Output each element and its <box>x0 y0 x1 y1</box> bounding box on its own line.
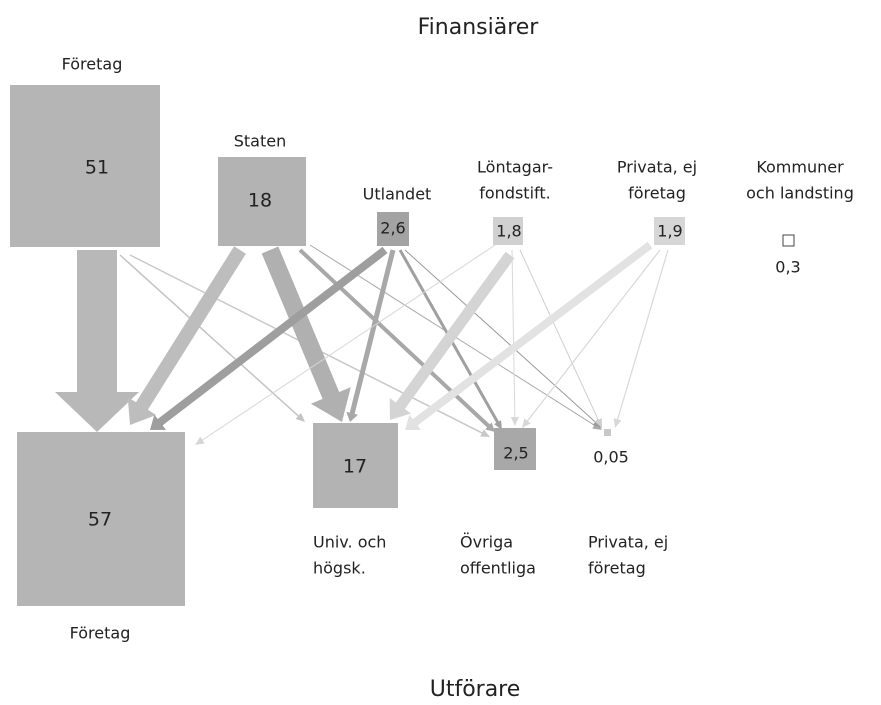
node-label: fondstift. <box>479 184 550 203</box>
performer-box <box>494 428 536 470</box>
flow-arrow <box>404 249 602 428</box>
flow-arrow <box>298 248 495 432</box>
flow-arrow <box>510 249 519 426</box>
flow-arrow <box>613 249 669 428</box>
node-label: företag <box>588 559 646 578</box>
node-label: Privata, ej <box>588 533 668 552</box>
node-value: 0,05 <box>593 448 629 467</box>
node-value: 51 <box>85 157 109 179</box>
node-label: Företag <box>62 55 123 74</box>
flow-arrow <box>389 251 515 420</box>
node-label: Övriga <box>460 533 513 552</box>
node-label: Löntagar- <box>477 158 553 177</box>
node-label: högsk. <box>313 559 366 578</box>
performer-box <box>313 423 398 508</box>
funder-box <box>218 157 306 246</box>
flow-arrow <box>522 249 661 428</box>
node-value: 0,3 <box>775 258 800 277</box>
node-label: Företag <box>70 624 131 643</box>
title: Finansiärer <box>418 15 540 40</box>
flow-arrows <box>55 241 669 445</box>
node-value: 2,6 <box>380 219 405 238</box>
flow-arrow <box>150 246 388 430</box>
flow-arrow <box>346 249 396 422</box>
funder-box <box>782 234 795 247</box>
node-value: 2,5 <box>503 444 528 463</box>
funder-box <box>10 85 160 247</box>
node-label: Privata, ej <box>617 158 697 177</box>
node-value: 1,8 <box>496 222 521 241</box>
performer-box <box>604 429 611 436</box>
node-value: 1,9 <box>657 222 682 241</box>
flow-arrow <box>195 244 496 445</box>
node-label: Univ. och <box>313 533 386 552</box>
flow-arrow <box>519 249 602 428</box>
node-value: 18 <box>248 190 272 212</box>
node-label: offentliga <box>460 559 536 578</box>
funder-box <box>493 217 523 245</box>
node-value: 57 <box>88 509 112 531</box>
funder-box <box>377 212 409 246</box>
flow-arrow <box>119 254 306 422</box>
performer-box <box>17 432 185 606</box>
node-label: Kommuner <box>756 158 844 177</box>
node-value: 17 <box>343 456 367 478</box>
flow-arrow <box>127 246 246 425</box>
node-label: Utlandet <box>363 185 432 204</box>
node-label: Staten <box>234 132 287 151</box>
flow-arrow <box>405 241 653 430</box>
funder-box <box>654 217 685 245</box>
node-label: företag <box>628 184 686 203</box>
node-label: och landsting <box>746 184 854 203</box>
flow-arrow <box>55 250 139 432</box>
footer: Utförare <box>430 677 521 702</box>
nodes: 51 Företag 18 Staten 2,6 Utlandet 1,8 Löntagar-… <box>10 55 854 643</box>
flow-arrow <box>261 246 351 422</box>
